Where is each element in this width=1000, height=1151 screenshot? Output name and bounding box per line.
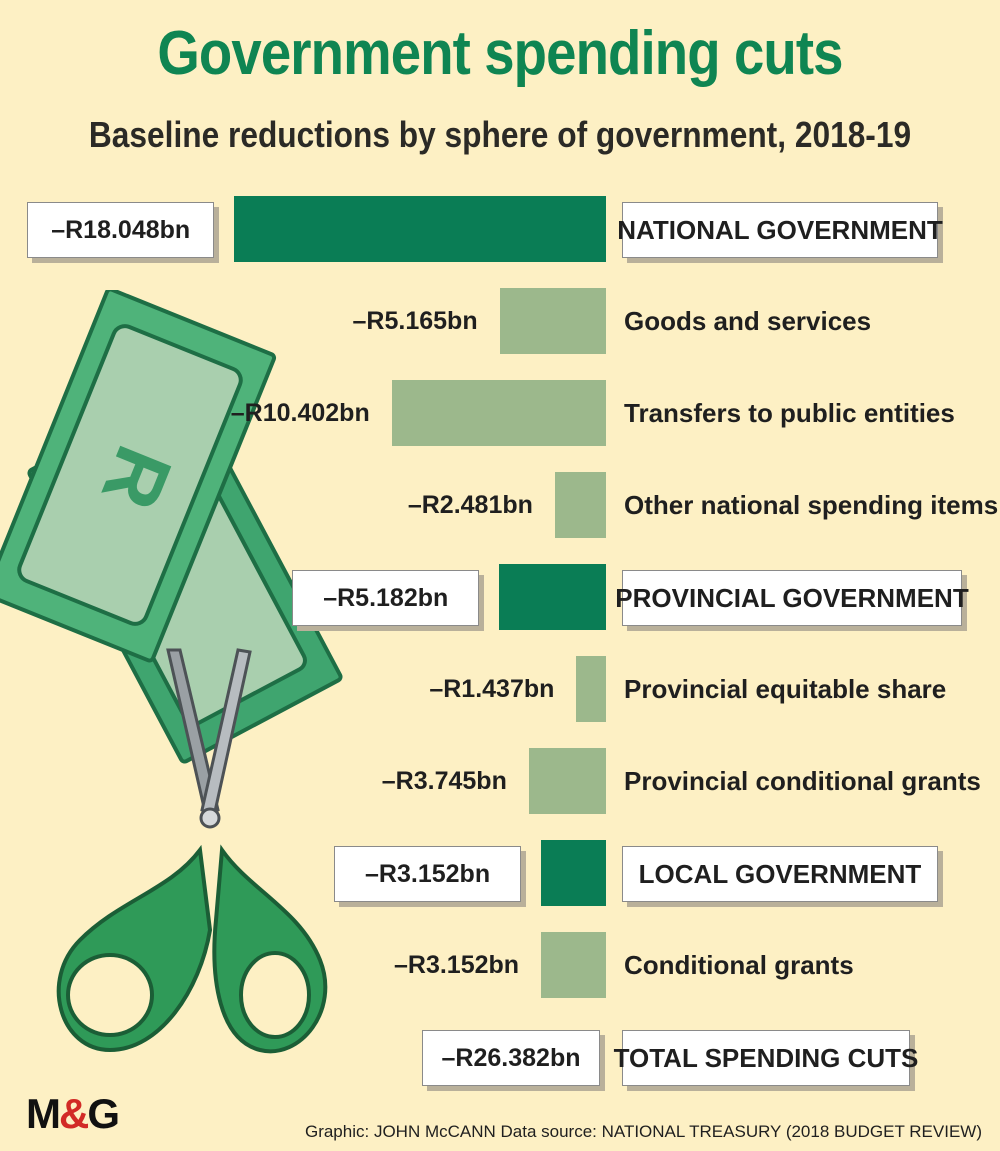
category-label: Other national spending items (624, 489, 999, 520)
chart-title: Government spending cuts (157, 19, 843, 88)
value-label: –R3.745bn (381, 766, 507, 795)
value-label: –R18.048bn (27, 202, 215, 258)
bar (391, 380, 606, 446)
category-label: Goods and services (624, 305, 872, 336)
chart-subtitle: Baseline reductions by sphere of governm… (88, 114, 912, 155)
value-label: –R5.165bn (352, 306, 478, 335)
value-label: –R1.437bn (429, 674, 555, 703)
bar (234, 196, 606, 262)
bar (528, 748, 606, 814)
bar (499, 564, 606, 630)
value-label: –R2.481bn (407, 490, 533, 519)
total-label: TOTAL SPENDING CUTS (614, 1030, 918, 1086)
category-label: Provincial equitable share (624, 673, 947, 704)
bar (541, 932, 606, 998)
value-label: –R3.152bn (334, 846, 522, 902)
category-label: Transfers to public entities (624, 397, 955, 428)
value-label: –R5.182bn (292, 570, 480, 626)
total-value: –R26.382bn (422, 1030, 600, 1086)
value-label: –R3.152bn (394, 950, 520, 979)
scissors-icon (56, 648, 328, 1054)
category-label: Conditional grants (624, 949, 854, 980)
category-label: LOCAL GOVERNMENT (622, 846, 938, 902)
category-label: PROVINCIAL GOVERNMENT (615, 570, 969, 626)
bar (576, 656, 606, 722)
money-scissors-illustration: R (0, 290, 343, 1054)
mg-logo: M&G (26, 1090, 120, 1137)
bar (541, 840, 606, 906)
value-label: –R10.402bn (230, 398, 370, 427)
category-label: Provincial conditional grants (624, 765, 981, 796)
bar (554, 472, 606, 538)
credit-line: Graphic: JOHN McCANN Data source: NATION… (304, 1122, 982, 1141)
bar (499, 288, 606, 354)
banknote-front-icon: R (0, 290, 277, 663)
category-label: NATIONAL GOVERNMENT (617, 202, 943, 258)
